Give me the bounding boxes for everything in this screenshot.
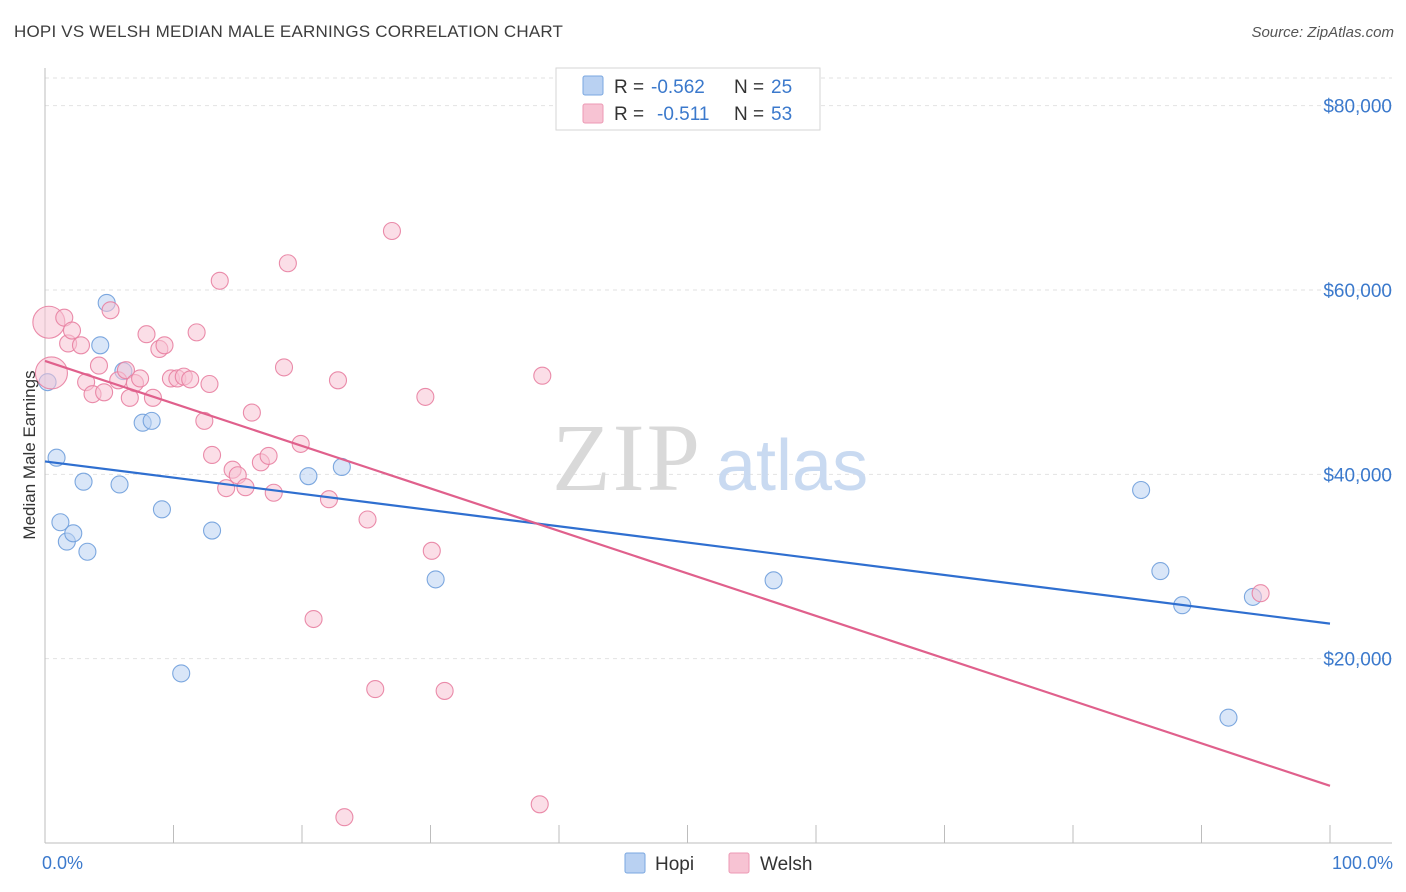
welsh-point	[62, 321, 82, 340]
welsh-point	[116, 361, 136, 380]
data-points	[32, 221, 1270, 827]
welsh-point	[259, 446, 278, 465]
welsh-swatch	[582, 103, 604, 124]
welsh-point	[274, 358, 294, 377]
x-tick-label: 100.0%	[1332, 853, 1393, 873]
hopi-swatch	[582, 75, 604, 96]
welsh-point	[422, 541, 441, 560]
hopi-point	[426, 570, 445, 589]
welsh-point	[195, 411, 214, 430]
correlation-legend: R = -0.562 N = 25 R = -0.511 N = 53	[555, 67, 821, 131]
watermark: ZIP atlas	[552, 404, 868, 511]
y-tick-label: $80,000	[1323, 97, 1392, 118]
watermark-atlas: atlas	[716, 426, 868, 506]
welsh-point	[71, 336, 91, 355]
axes	[44, 68, 1392, 844]
hopi-point	[1132, 480, 1151, 500]
hopi-point	[1151, 562, 1170, 581]
trend-lines	[44, 359, 1331, 787]
hopi-point	[142, 411, 161, 430]
hopi-point	[152, 500, 171, 519]
welsh-point	[155, 336, 174, 355]
welsh-point	[131, 369, 150, 388]
welsh-point	[366, 680, 385, 699]
series-legend: Hopi Welsh	[624, 852, 812, 875]
y-tick-label: $40,000	[1323, 465, 1392, 486]
welsh-point	[210, 271, 229, 290]
welsh-point	[416, 387, 435, 406]
legend-r-value-hopi: -0.562	[651, 77, 705, 98]
source-credit: Source: ZipAtlas.com	[1251, 24, 1394, 41]
welsh-point	[143, 388, 162, 407]
hopi-point	[74, 472, 93, 491]
gridlines	[45, 77, 1392, 660]
hopi-point	[299, 467, 318, 486]
welsh-point	[533, 366, 552, 385]
y-tick-label: $60,000	[1323, 281, 1392, 302]
legend-n-value-welsh: 53	[771, 104, 792, 125]
welsh-point	[319, 490, 339, 509]
watermark-zip: ZIP	[552, 404, 702, 511]
welsh-point	[200, 374, 219, 394]
welsh-point	[95, 383, 114, 402]
x-tick-labels: 0.0% 100.0%	[42, 853, 1393, 873]
legend-welsh-swatch	[728, 852, 750, 874]
welsh-point	[382, 221, 402, 241]
legend-welsh-label: Welsh	[760, 854, 812, 875]
hopi-point	[110, 475, 129, 494]
hopi-trend-line	[44, 460, 1331, 625]
x-tick-label: 0.0%	[42, 853, 83, 873]
hopi-point	[64, 524, 83, 543]
hopi-point	[1219, 708, 1238, 727]
legend-r-value-welsh: -0.511	[657, 104, 709, 125]
welsh-trend-line	[44, 359, 1331, 787]
chart-title: HOPI VS WELSH MEDIAN MALE EARNINGS CORRE…	[14, 22, 564, 41]
y-tick-label: $20,000	[1323, 650, 1392, 671]
welsh-point	[1251, 584, 1270, 603]
hopi-point	[51, 513, 70, 532]
welsh-point	[435, 681, 454, 700]
welsh-point	[291, 434, 310, 453]
legend-n-value-hopi: 25	[771, 77, 792, 98]
welsh-point	[34, 356, 68, 390]
welsh-point	[203, 445, 222, 465]
welsh-point	[335, 808, 354, 827]
welsh-point	[358, 510, 377, 529]
y-axis-label: Median Male Earnings	[20, 370, 39, 539]
welsh-point	[304, 609, 323, 629]
welsh-point	[530, 795, 549, 814]
welsh-point	[187, 323, 206, 342]
y-tick-labels: $20,000 $40,000 $60,000 $80,000	[1323, 97, 1392, 671]
hopi-point	[203, 521, 222, 540]
legend-n-label-hopi: N =	[734, 77, 764, 98]
welsh-point	[328, 371, 348, 390]
legend-r-label-hopi: R =	[614, 77, 644, 98]
hopi-point	[78, 542, 97, 561]
welsh-point	[181, 370, 200, 389]
welsh-point	[101, 301, 120, 320]
welsh-point	[137, 325, 156, 344]
legend-hopi-label: Hopi	[655, 854, 694, 875]
welsh-point	[278, 254, 297, 273]
hopi-point	[172, 664, 191, 683]
hopi-point	[764, 571, 783, 590]
legend-r-label-welsh: R =	[614, 104, 644, 125]
welsh-point	[242, 403, 261, 422]
legend-n-label-welsh: N =	[734, 104, 764, 125]
welsh-point	[264, 483, 283, 502]
welsh-point	[89, 356, 109, 375]
legend-hopi-swatch	[624, 852, 646, 874]
hopi-point	[91, 336, 110, 355]
